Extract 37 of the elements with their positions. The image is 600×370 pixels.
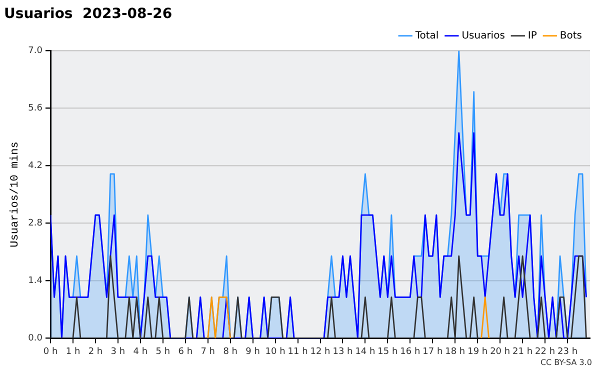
x-tick-label: 10 h (265, 346, 286, 357)
y-tick-label: 0.0 (28, 334, 43, 344)
y-tick-label: 7.0 (28, 46, 43, 56)
y-tick-label: 4.2 (28, 161, 43, 172)
legend-label: Usuarios (462, 30, 505, 42)
x-tick-label: 2 h (88, 346, 103, 357)
x-tick-label: 20 h (490, 346, 510, 357)
x-tick-label: 6 h (178, 346, 193, 357)
legend-label: Total (414, 30, 439, 42)
x-tick-label: 3 h (110, 346, 126, 357)
y-tick-label: 1.4 (28, 276, 43, 286)
x-tick-label: 22 h (535, 346, 556, 357)
x-tick-label: 12 h (310, 346, 330, 357)
x-tick-label: 8 h (223, 346, 238, 357)
text: CC BY-SA 3.0 (540, 358, 592, 368)
x-tick-label: 7 h (200, 346, 216, 357)
x-tick-label: 9 h (246, 346, 260, 357)
x-tick-label: 5 h (156, 346, 170, 357)
x-tick-label: 23 h (558, 346, 578, 357)
x-tick-label: 17 h (422, 346, 443, 357)
x-tick-label: 4 h (133, 346, 148, 357)
x-tick-label: 14 h (355, 346, 376, 357)
x-tick-label: 11 h (288, 346, 308, 357)
x-tick-label: 21 h (512, 346, 533, 357)
y-axis-title: Usuarios/10 mins (10, 142, 22, 248)
x-tick-label: 15 h (378, 346, 398, 357)
legend-label: IP (528, 30, 537, 42)
x-tick-label: 18 h (445, 346, 466, 357)
y-tick-label: 5.6 (28, 104, 43, 114)
x-tick-label: 13 h (332, 346, 353, 357)
chart-title: Usuarios 2023-08-26 (4, 6, 172, 22)
x-tick-label: 19 h (468, 346, 488, 357)
legend-label: Bots (560, 30, 582, 42)
y-tick-label: 2.8 (28, 218, 43, 229)
x-tick-label: 1 h (66, 346, 80, 357)
x-tick-label: 0 h (43, 346, 58, 357)
x-tick-label: 16 h (400, 346, 420, 357)
